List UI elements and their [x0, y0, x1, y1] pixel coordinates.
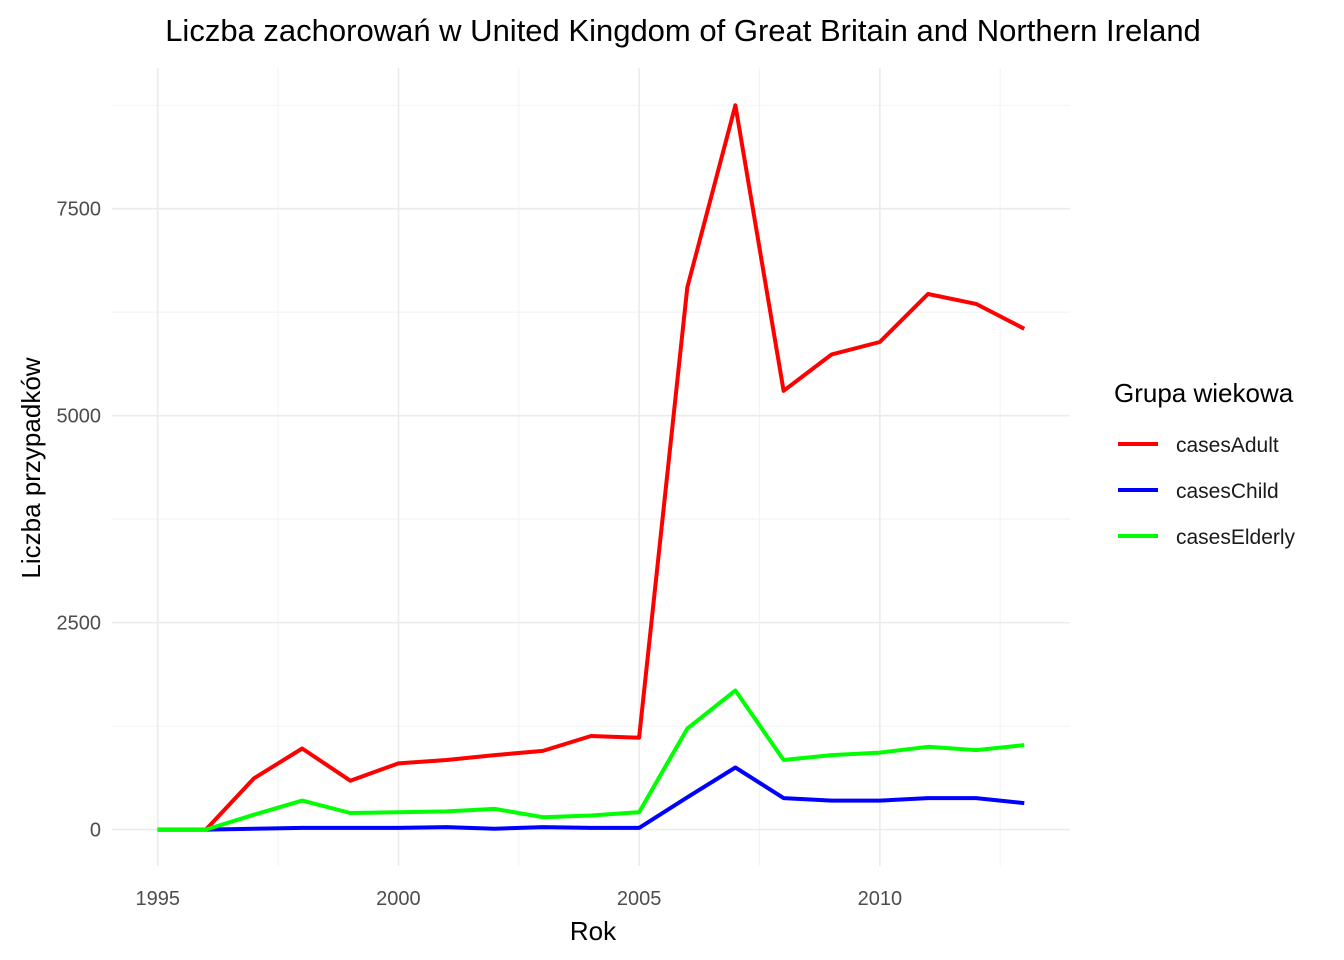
x-tick-label: 2005: [617, 888, 662, 910]
y-axis-title: Liczba przypadków: [16, 357, 46, 578]
x-tick-label: 2010: [858, 888, 903, 910]
chart-title: Liczba zachorowań w United Kingdom of Gr…: [165, 13, 1201, 48]
legend: Grupa wiekowa casesAdult casesChild casesE…: [1114, 378, 1296, 549]
legend-items: casesAdult casesChild casesElderly: [1118, 434, 1296, 549]
legend-label-casesChild: casesChild: [1176, 480, 1279, 503]
series-line-casesChild: [157, 765, 1025, 832]
x-axis-ticks: 1995 2000 2005 2010: [135, 888, 902, 910]
y-tick-label: 0: [90, 820, 101, 842]
x-tick-label: 2000: [376, 888, 421, 910]
x-axis-title: Rok: [570, 916, 617, 946]
series-line-casesElderly: [157, 688, 1025, 832]
legend-label-casesAdult: casesAdult: [1176, 434, 1279, 457]
y-tick-label: 2500: [57, 613, 102, 635]
y-tick-label: 5000: [57, 406, 102, 428]
series-line-casesAdult: [157, 103, 1026, 832]
series-layer: [157, 103, 1026, 832]
legend-label-casesElderly: casesElderly: [1176, 526, 1296, 549]
y-tick-label: 7500: [57, 199, 102, 221]
y-axis-ticks: 0 2500 5000 7500: [57, 199, 102, 842]
x-tick-label: 1995: [135, 888, 180, 910]
legend-title: Grupa wiekowa: [1114, 378, 1294, 408]
